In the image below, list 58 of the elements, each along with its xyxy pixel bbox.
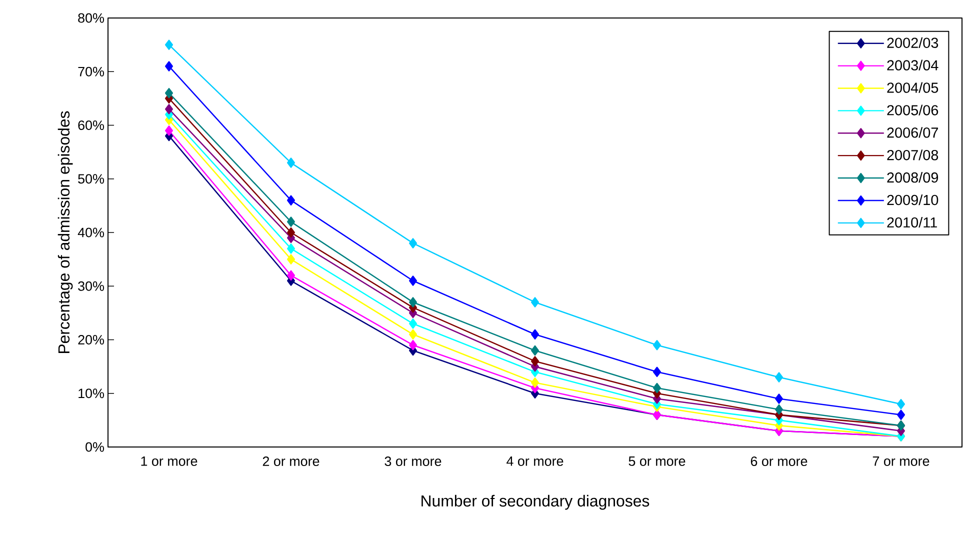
- legend-label: 2009/10: [887, 194, 938, 206]
- point: [896, 410, 906, 420]
- point: [896, 398, 906, 410]
- y-tick-label: 40%: [78, 228, 104, 238]
- y-tick-label: 60%: [78, 120, 104, 130]
- legend-label: 2006/07: [887, 127, 938, 138]
- point: [164, 125, 174, 136]
- point: [408, 238, 418, 248]
- x-tick-label: 6 or more: [750, 456, 808, 466]
- point: [774, 404, 784, 415]
- point: [286, 158, 296, 168]
- point: [408, 297, 418, 308]
- point: [530, 297, 540, 308]
- legend-label: 2005/06: [887, 104, 938, 116]
- legend-label: 2003/04: [887, 60, 938, 70]
- point: [164, 40, 174, 50]
- point: [652, 340, 662, 350]
- y-tick-label: 10%: [78, 388, 104, 398]
- point: [774, 372, 784, 382]
- legend-label: 2002/03: [887, 37, 938, 48]
- point: [164, 61, 174, 72]
- point: [286, 243, 296, 254]
- point: [286, 195, 296, 206]
- point: [408, 276, 418, 286]
- x-tick-label: 5 or more: [628, 456, 686, 466]
- point: [408, 329, 418, 340]
- point: [530, 378, 540, 388]
- point: [652, 382, 662, 394]
- point: [164, 104, 174, 114]
- legend-label: 2004/05: [887, 82, 938, 93]
- point: [286, 254, 296, 264]
- legend-label: 2007/08: [887, 150, 938, 160]
- point: [286, 216, 296, 227]
- point: [530, 329, 540, 340]
- point: [164, 88, 174, 98]
- y-tick-label: 50%: [78, 174, 104, 184]
- point: [408, 340, 418, 350]
- point: [652, 366, 662, 378]
- point: [286, 270, 296, 281]
- legend-label: 2008/09: [887, 172, 938, 183]
- x-tick-label: 3 or more: [384, 456, 442, 466]
- point: [530, 345, 540, 356]
- y-tick-label: 20%: [78, 334, 104, 345]
- x-tick-label: 2 or more: [262, 456, 320, 466]
- y-axis-title: Percentage of admission episodes: [58, 111, 73, 354]
- point: [408, 318, 418, 329]
- y-tick-label: 70%: [78, 66, 104, 76]
- y-tick-label: 0%: [86, 442, 104, 452]
- y-tick-label: 30%: [78, 281, 104, 291]
- x-tick-label: 4 or more: [506, 456, 564, 466]
- x-tick-label: 1 or more: [141, 456, 198, 466]
- x-axis-title: Number of secondary diagnoses: [422, 494, 650, 510]
- point: [286, 227, 296, 238]
- point: [530, 356, 540, 366]
- x-tick-label: 7 or more: [872, 456, 930, 466]
- legend-label: 2010/11: [887, 216, 937, 228]
- point: [774, 394, 784, 404]
- y-tick-label: 80%: [78, 13, 104, 23]
